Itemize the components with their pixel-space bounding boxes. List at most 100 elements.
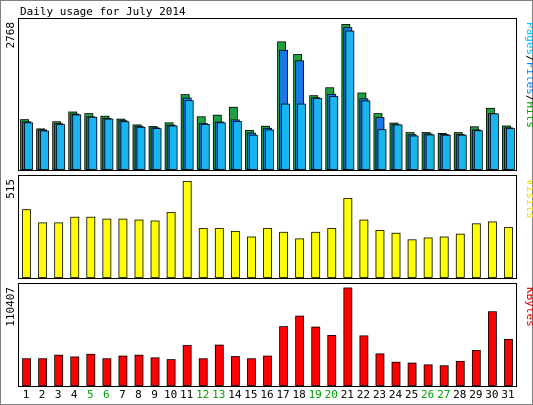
bar-pages-day-23 [377, 129, 387, 170]
bar-visits-day-4 [70, 216, 80, 278]
bar-kbytes-day-23 [375, 353, 385, 386]
x-tick-label-3: 3 [55, 388, 62, 401]
x-tick-label-9: 9 [151, 388, 158, 401]
panel-frame [18, 283, 517, 387]
bar-visits-day-10 [166, 212, 176, 278]
bar-pages-day-1 [24, 122, 33, 170]
bar-visits-day-21 [343, 197, 353, 278]
bar-pages-day-8 [136, 126, 146, 170]
x-tick-label-10: 10 [164, 388, 177, 401]
bar-kbytes-day-6 [102, 358, 112, 386]
bar-visits-day-23 [375, 230, 385, 278]
bar-visits-day-7 [118, 218, 128, 278]
bar-visits-day-15 [247, 236, 256, 278]
bar-visits-day-18 [295, 238, 305, 278]
bar-kbytes-day-1 [22, 358, 31, 386]
x-tick-label-6: 6 [103, 388, 110, 401]
bar-pages-day-9 [152, 128, 162, 170]
bar-visits-day-2 [38, 222, 47, 278]
bar-kbytes-day-27 [439, 365, 449, 386]
bar-kbytes-day-10 [166, 359, 176, 386]
bar-visits-day-8 [134, 219, 144, 278]
bar-kbytes-day-15 [247, 358, 256, 386]
bar-pages-day-24 [393, 124, 403, 170]
x-tick-label-21: 21 [341, 388, 354, 401]
bar-kbytes-day-26 [423, 364, 433, 386]
bar-kbytes-day-9 [150, 357, 160, 386]
bar-visits-day-3 [54, 222, 64, 278]
x-tick-label-4: 4 [71, 388, 78, 401]
bar-visits-day-11 [182, 181, 192, 278]
bar-visits-day-28 [455, 233, 465, 278]
bar-pages-day-2 [40, 130, 49, 170]
bar-kbytes-day-25 [407, 362, 417, 386]
bar-kbytes-day-18 [295, 315, 305, 386]
x-tick-label-23: 23 [373, 388, 386, 401]
panel-max-label: 110407 [4, 287, 17, 327]
bar-pages-day-15 [249, 134, 258, 170]
bar-pages-day-28 [457, 134, 467, 170]
bar-visits-day-20 [327, 228, 337, 278]
x-tick-label-13: 13 [212, 388, 225, 401]
x-tick-label-8: 8 [135, 388, 142, 401]
legend-part: / [524, 95, 533, 102]
bar-pages-day-10 [168, 125, 178, 170]
bar-visits-day-30 [488, 221, 497, 278]
bar-visits-day-27 [439, 236, 449, 278]
kbytes-panel: 110407 KBytes [4, 283, 533, 387]
legend-part: / [524, 55, 533, 62]
legend-part: Visits [524, 179, 533, 219]
bar-kbytes-day-30 [488, 311, 497, 386]
x-tick-label-16: 16 [260, 388, 273, 401]
bar-kbytes-day-16 [263, 355, 272, 386]
bar-visits-day-12 [198, 228, 208, 278]
panel-frame [18, 18, 517, 171]
bar-pages-day-14 [232, 121, 242, 170]
bar-kbytes-day-20 [327, 335, 337, 386]
x-tick-label-26: 26 [421, 388, 434, 401]
x-tick-label-14: 14 [228, 388, 242, 401]
bar-visits-day-24 [391, 232, 401, 278]
bar-pages-day-19 [313, 98, 323, 170]
bar-pages-day-13 [216, 122, 226, 170]
bar-kbytes-day-8 [134, 354, 144, 386]
bar-pages-day-26 [425, 134, 435, 170]
bar-kbytes-day-14 [230, 356, 240, 386]
bar-visits-day-26 [423, 237, 433, 278]
bar-visits-day-16 [263, 228, 272, 278]
x-tick-label-20: 20 [325, 388, 338, 401]
bar-pages-day-29 [473, 130, 483, 170]
x-tick-label-12: 12 [196, 388, 209, 401]
bar-kbytes-day-28 [455, 360, 465, 386]
bar-pages-day-16 [265, 129, 274, 170]
x-tick-label-15: 15 [244, 388, 257, 401]
x-tick-label-18: 18 [293, 388, 306, 401]
x-tick-label-28: 28 [453, 388, 466, 401]
bar-pages-day-21 [345, 30, 355, 170]
bar-visits-day-17 [279, 231, 288, 278]
x-tick-label-1: 1 [23, 388, 30, 401]
x-tick-label-5: 5 [87, 388, 94, 401]
bar-kbytes-day-11 [182, 345, 192, 386]
bar-kbytes-day-13 [214, 344, 224, 386]
bar-visits-day-5 [86, 216, 96, 278]
bar-kbytes-day-22 [359, 335, 369, 386]
panel-max-label: 515 [4, 179, 17, 199]
bar-pages-day-25 [409, 135, 419, 170]
bar-pages-day-12 [200, 124, 210, 170]
bar-pages-day-22 [361, 100, 371, 170]
bar-visits-day-22 [359, 219, 369, 278]
x-tick-label-11: 11 [180, 388, 193, 401]
x-tick-label-17: 17 [276, 388, 289, 401]
x-axis-labels: 1 2 3 4 5 6 7 8 9 10 11 12 13 14 15 16 17 18 19 20 21 22 23 24 2… [23, 388, 515, 401]
chart-title: Daily usage for July 2014 [20, 5, 186, 18]
bar-visits-day-19 [311, 231, 321, 278]
bar-pages-day-18 [297, 103, 307, 170]
bar-kbytes-day-3 [54, 354, 64, 386]
bar-visits-day-25 [407, 239, 417, 278]
panel-frame [18, 175, 517, 279]
bar-kbytes-day-21 [343, 287, 353, 386]
